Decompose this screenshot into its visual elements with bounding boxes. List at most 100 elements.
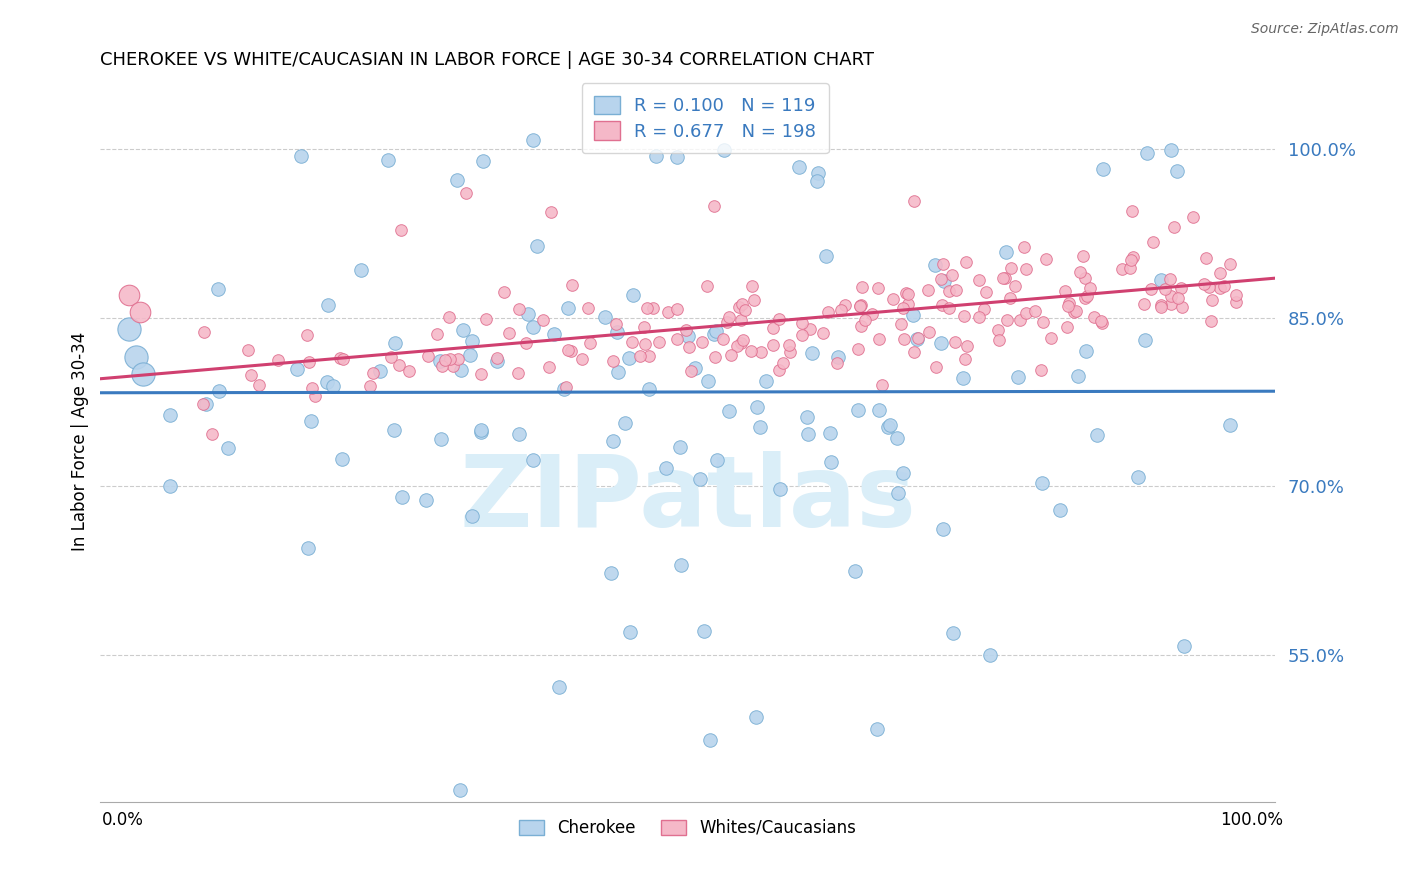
Point (553, 382, 575, 396)
Point (1111, 261, 1133, 276)
Point (368, 364, 391, 378)
Point (728, 300, 751, 314)
Point (995, 313, 1018, 327)
Point (740, 344, 762, 359)
Point (441, 359, 464, 373)
Point (699, 733, 721, 747)
Point (877, 420, 900, 434)
Point (1163, 219, 1185, 234)
Point (537, 359, 560, 374)
Point (993, 271, 1015, 285)
Point (654, 460, 676, 475)
Point (430, 359, 453, 373)
Point (893, 467, 915, 481)
Point (778, 338, 800, 352)
Point (893, 332, 915, 346)
Point (470, 423, 492, 437)
Point (731, 297, 754, 311)
Point (1133, 334, 1156, 348)
Point (866, 281, 889, 295)
Point (548, 680, 571, 694)
Point (1035, 252, 1057, 266)
Point (602, 434, 624, 448)
Point (956, 339, 979, 353)
Point (827, 350, 849, 364)
Point (903, 345, 925, 359)
Point (903, 308, 925, 322)
Point (1160, 288, 1182, 302)
Point (979, 648, 1001, 663)
Point (1080, 281, 1102, 295)
Point (415, 493, 437, 508)
Point (193, 326, 215, 340)
Point (638, 349, 661, 363)
Point (846, 402, 869, 417)
Point (801, 346, 824, 360)
Point (941, 268, 963, 283)
Point (768, 363, 790, 377)
Point (561, 278, 583, 293)
Point (905, 332, 928, 346)
Point (648, 334, 671, 349)
Point (621, 334, 644, 349)
Point (860, 307, 883, 321)
Point (1171, 301, 1194, 315)
Point (1073, 271, 1095, 285)
Point (929, 272, 952, 286)
Point (329, 351, 352, 365)
Point (1122, 250, 1144, 264)
Point (576, 301, 599, 316)
Point (316, 298, 339, 312)
Point (1053, 284, 1076, 298)
Point (531, 313, 554, 327)
Point (1004, 278, 1026, 293)
Point (790, 327, 813, 342)
Point (779, 344, 801, 359)
Point (1119, 252, 1142, 267)
Point (907, 331, 929, 345)
Point (868, 332, 890, 346)
Point (681, 364, 703, 378)
Point (634, 336, 657, 351)
Point (796, 410, 818, 425)
Point (938, 284, 960, 298)
Point (846, 342, 869, 356)
Point (498, 326, 520, 340)
Point (704, 351, 727, 365)
Point (745, 710, 768, 724)
Point (772, 356, 794, 370)
Point (522, 452, 544, 467)
Point (240, 368, 263, 382)
Point (891, 301, 914, 315)
Point (730, 336, 752, 351)
Point (322, 378, 344, 392)
Point (398, 364, 420, 378)
Point (571, 351, 593, 366)
Point (1198, 279, 1220, 293)
Point (485, 354, 508, 368)
Point (806, 174, 828, 188)
Point (304, 389, 326, 403)
Point (932, 274, 955, 288)
Point (734, 303, 756, 318)
Point (866, 722, 889, 736)
Point (418, 350, 440, 364)
Point (1219, 417, 1241, 432)
Point (918, 325, 941, 339)
Point (1040, 330, 1063, 344)
Point (668, 440, 690, 454)
Point (1071, 249, 1094, 263)
Point (690, 334, 713, 349)
Point (716, 315, 738, 329)
Point (1173, 640, 1195, 654)
Point (159, 408, 181, 422)
Point (955, 352, 977, 367)
Point (1159, 272, 1181, 286)
Point (645, 149, 668, 163)
Point (903, 194, 925, 208)
Point (633, 320, 655, 334)
Point (623, 288, 645, 302)
Point (994, 271, 1017, 285)
Point (931, 298, 953, 312)
Point (267, 353, 290, 368)
